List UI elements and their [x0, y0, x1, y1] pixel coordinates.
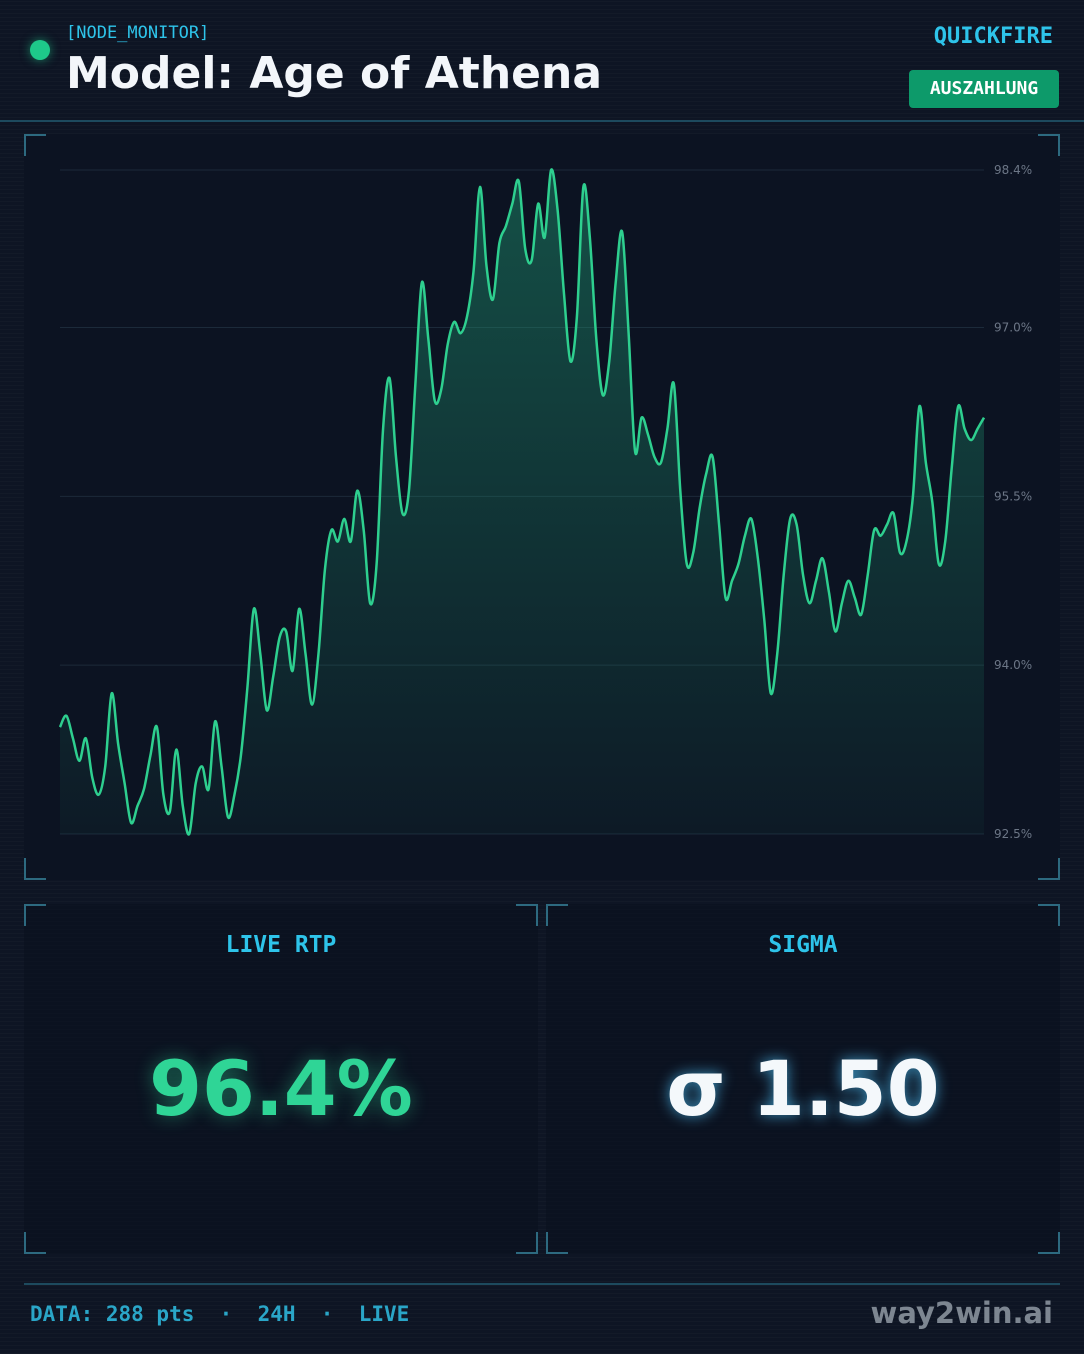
live-rtp-card: LIVE RTP 96.4%	[24, 904, 538, 1254]
rtp-line-chart: 98.4% 97.0% 95.5% 94.0% 92.5%	[58, 163, 1032, 841]
y-tick-label: 92.5%	[994, 827, 1032, 841]
corner-bracket	[1038, 904, 1060, 926]
corner-bracket	[1038, 1232, 1060, 1254]
payout-badge[interactable]: AUSZAHLUNG	[909, 70, 1059, 108]
y-tick-label: 97.0%	[994, 321, 1032, 335]
corner-bracket	[24, 904, 46, 926]
corner-bracket	[546, 1232, 568, 1254]
chart-panel: 98.4% 97.0% 95.5% 94.0% 92.5%	[24, 134, 1060, 880]
corner-bracket	[24, 1232, 46, 1254]
corner-bracket	[1038, 134, 1060, 156]
series-line	[58, 168, 986, 836]
sigma-value: σ 1.50	[666, 1044, 940, 1133]
header: [NODE_MONITOR] Model: Age of Athena QUIC…	[0, 0, 1084, 122]
y-tick-label: 95.5%	[994, 489, 1032, 503]
live-rtp-value: 96.4%	[149, 1044, 413, 1133]
corner-bracket	[1038, 858, 1060, 880]
footer-info: DATA: 288 pts · 24H · LIVE	[30, 1302, 410, 1326]
corner-bracket	[24, 134, 46, 156]
footer-divider	[24, 1283, 1060, 1285]
node-monitor-tag: [NODE_MONITOR]	[66, 23, 210, 43]
y-tick-label: 94.0%	[994, 658, 1032, 672]
y-tick-label: 98.4%	[994, 163, 1032, 177]
series-area	[60, 169, 984, 835]
corner-bracket	[546, 904, 568, 926]
corner-bracket	[516, 1232, 538, 1254]
sigma-label: SIGMA	[768, 932, 838, 958]
status-dot-icon	[30, 40, 50, 60]
page-title: Model: Age of Athena	[66, 48, 603, 99]
corner-bracket	[24, 858, 46, 880]
corner-bracket	[516, 904, 538, 926]
live-rtp-label: LIVE RTP	[225, 932, 337, 958]
brand-logo: way2win.ai	[870, 1296, 1053, 1330]
provider-label: QUICKFIRE	[933, 24, 1053, 49]
sigma-card: SIGMA σ 1.50	[546, 904, 1060, 1254]
